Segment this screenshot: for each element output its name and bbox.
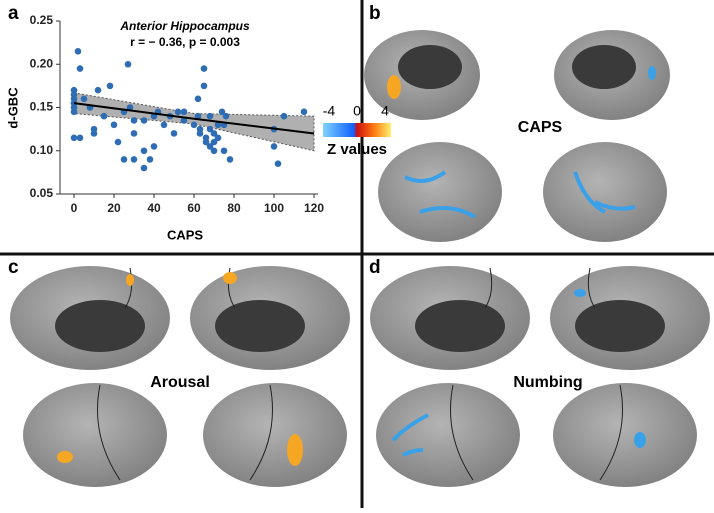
x-tick-label: 100 (264, 201, 284, 215)
point (280, 112, 288, 120)
y-tick-label: 0.25 (30, 13, 54, 27)
brain-label: CAPS (518, 119, 563, 136)
point (206, 143, 214, 150)
point (130, 117, 138, 124)
point (214, 121, 222, 129)
point (220, 147, 228, 155)
point (210, 130, 218, 137)
panel-label: c (8, 257, 19, 278)
x-tick-label: 120 (304, 201, 324, 215)
panel-label: a (8, 3, 19, 24)
point (106, 82, 114, 90)
point (140, 164, 148, 172)
x-axis-label: CAPS (167, 227, 203, 242)
point (200, 65, 208, 72)
y-axis-label: d-GBC (5, 87, 20, 129)
point (114, 138, 122, 146)
point (76, 134, 84, 142)
point (140, 117, 148, 124)
brain-label: Arousal (150, 374, 210, 391)
panel-label: d (369, 257, 381, 278)
colorbar-tick: -4 (323, 103, 336, 119)
point (146, 156, 154, 163)
y-tick-label: 0.15 (30, 100, 54, 114)
point (194, 112, 202, 120)
point (174, 108, 182, 116)
point (200, 82, 208, 90)
point (222, 112, 230, 120)
x-tick-label: 40 (147, 201, 161, 215)
point (94, 86, 102, 94)
point (226, 156, 234, 163)
point (140, 147, 148, 155)
point (210, 138, 218, 146)
point (206, 112, 214, 120)
point (196, 130, 204, 137)
point (202, 138, 210, 146)
chart-title: Anterior Hippocampus (119, 19, 250, 33)
colorbar (323, 123, 391, 137)
point (76, 65, 84, 72)
colorbar-tick: 0 (353, 103, 361, 119)
fit-line (73, 102, 315, 135)
brains (10, 30, 710, 487)
point (74, 47, 82, 55)
x-tick-label: 60 (187, 201, 201, 215)
point (70, 134, 78, 142)
brain-label: Numbing (513, 374, 582, 391)
chart-subtitle: r = − 0.36, p = 0.003 (130, 35, 240, 49)
x-tick-label: 0 (71, 201, 78, 215)
colorbar-title: Z values (327, 141, 387, 158)
point (190, 121, 198, 129)
point (130, 130, 138, 137)
point (160, 121, 168, 129)
point (126, 104, 134, 111)
point (180, 117, 188, 124)
x-tick-label: 80 (227, 201, 241, 215)
point (270, 143, 278, 150)
colorbar-tick: 4 (381, 103, 389, 119)
point (110, 121, 118, 129)
point (130, 156, 138, 163)
point (206, 125, 214, 133)
point (214, 134, 222, 142)
point (80, 95, 88, 103)
y-tick-label: 0.20 (30, 56, 54, 70)
point (150, 143, 158, 150)
panel-label: b (369, 3, 381, 24)
point (124, 60, 132, 68)
y-tick-label: 0.10 (30, 143, 54, 157)
y-tick-label: 0.05 (30, 186, 54, 200)
point (100, 112, 108, 120)
point (120, 156, 128, 163)
x-tick-label: 20 (107, 201, 121, 215)
point (180, 108, 188, 116)
point (90, 130, 98, 137)
point (70, 86, 78, 94)
point (194, 95, 202, 103)
point (210, 147, 218, 155)
point (218, 108, 226, 116)
point (170, 130, 178, 137)
point (274, 160, 282, 168)
point (300, 108, 308, 116)
